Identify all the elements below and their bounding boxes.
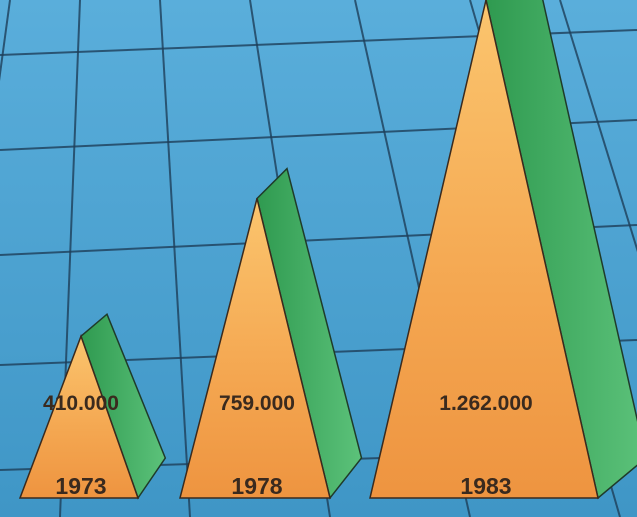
category-label: 1973 xyxy=(55,473,106,499)
grid-line-v xyxy=(159,0,191,517)
grid-line-v xyxy=(559,0,637,253)
category-label: 1978 xyxy=(231,473,282,499)
category-labels: 1973 1978 1983 xyxy=(55,473,511,499)
value-label: 759.000 xyxy=(219,392,295,415)
value-label: 410.000 xyxy=(43,392,119,415)
pyramid-bar-1978 xyxy=(179,198,331,499)
value-label: 1.262.000 xyxy=(439,392,532,415)
pyramid-bar-1973 xyxy=(18,334,140,499)
category-label: 1983 xyxy=(460,473,511,499)
value-labels: 410.000 759.000 1.262.000 xyxy=(43,392,533,415)
pyramid-bars xyxy=(18,0,637,500)
pyramid-bar-1983 xyxy=(369,0,599,499)
